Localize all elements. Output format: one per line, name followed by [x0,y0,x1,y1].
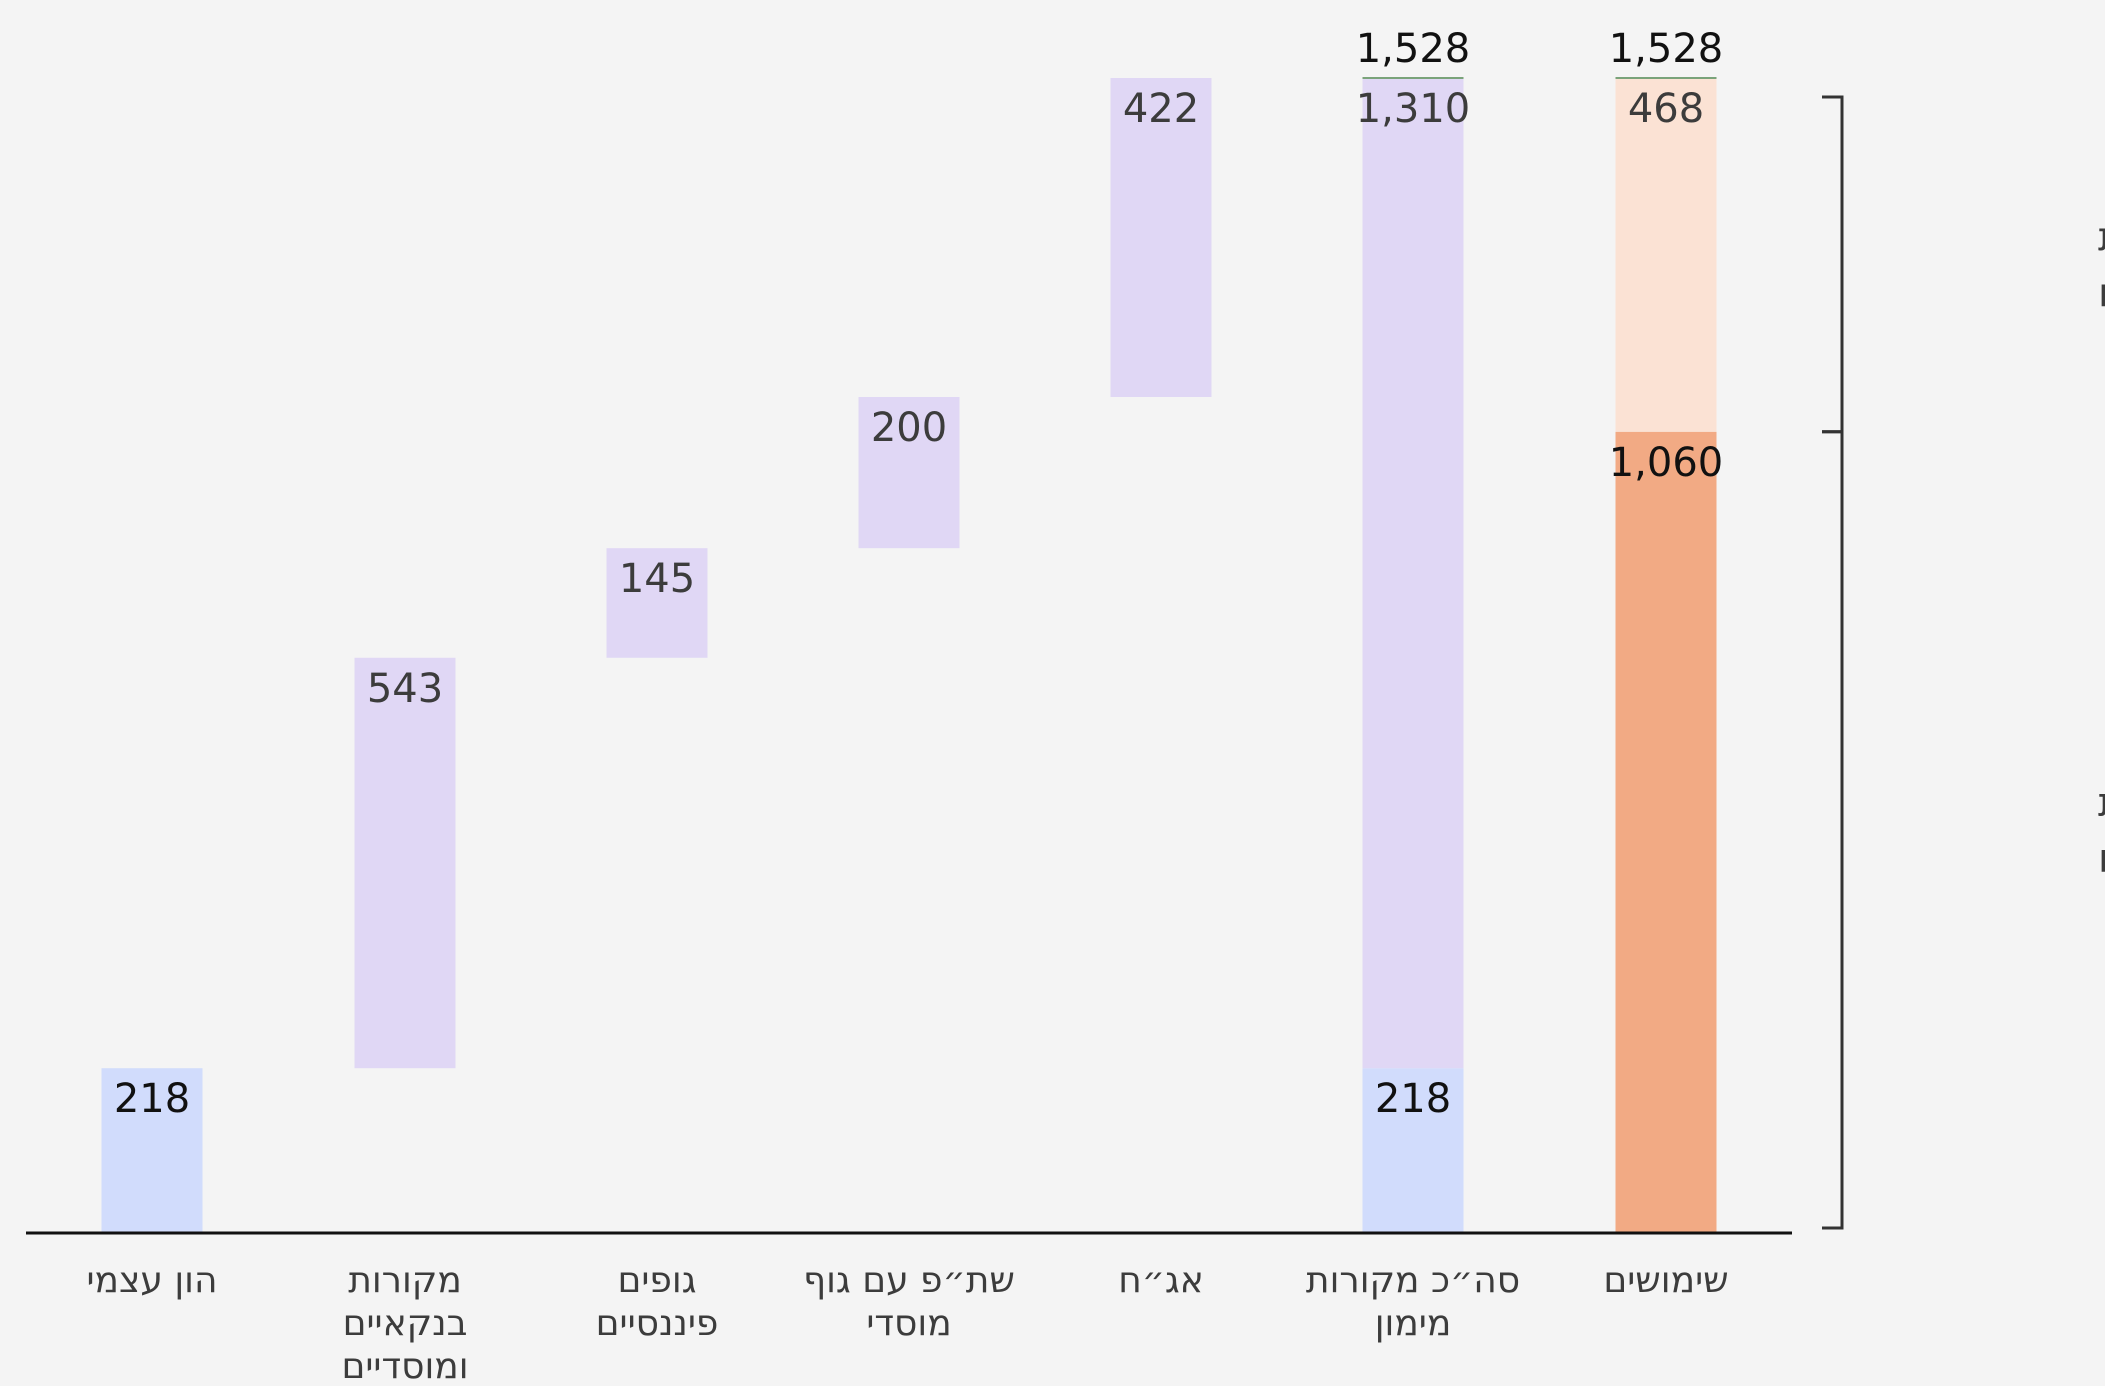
category-label: סה״כ מקורות מימון [1306,1260,1520,1344]
totals-layer: 1,528 1,528 [1356,26,1724,79]
category-label: שימושים [1603,1260,1728,1301]
bar-segment [858,396,960,549]
bar-value-label: 543 [367,666,443,712]
bracket-label: מקורותפנויים [2098,214,2105,316]
bar-segment [1362,78,1464,1069]
bar-value-label: 468 [1628,86,1704,132]
total-value-label: 1,528 [1356,26,1471,72]
bars-layer: 218 543 145 200 422 218 1,310 1,060 468 [101,78,1724,1233]
bar-segment [1615,78,1717,432]
x-labels-layer: הון עצמי מקורות בנקאיים ומוסדיים גופים פיננסי… [87,1260,1729,1386]
category-label: הון עצמי [87,1260,218,1301]
category-label: גופים פיננסיים [596,1260,719,1344]
bracket-shape [1822,430,1844,1230]
bar-segment [354,657,456,1069]
category-label: אג״ח [1118,1260,1204,1301]
bar-value-label: 145 [619,556,695,602]
bar-segment [101,1068,203,1233]
bar-value-label: 218 [114,1076,190,1122]
bar-value-label: 1,060 [1609,440,1724,486]
bar-segment [1362,1068,1464,1233]
category-label: שת״פ עם גוף מוסדי [803,1260,1015,1344]
bracket-label: מקורותמנוצלים [2098,780,2105,882]
bar-segment [1615,431,1717,1233]
bar-segment [1110,78,1212,397]
brackets-layer: מקורותפנויים מקורותמנוצלים [1822,95,2105,1230]
bracket-shape [1822,95,1844,434]
bar-value-label: 218 [1375,1076,1451,1122]
bar-value-label: 1,310 [1356,86,1471,132]
bar-segment [606,548,708,658]
bar-value-label: 200 [871,405,947,451]
total-value-label: 1,528 [1609,26,1724,72]
bar-value-label: 422 [1123,86,1199,132]
category-label: מקורות בנקאיים ומוסדיים [341,1260,468,1386]
